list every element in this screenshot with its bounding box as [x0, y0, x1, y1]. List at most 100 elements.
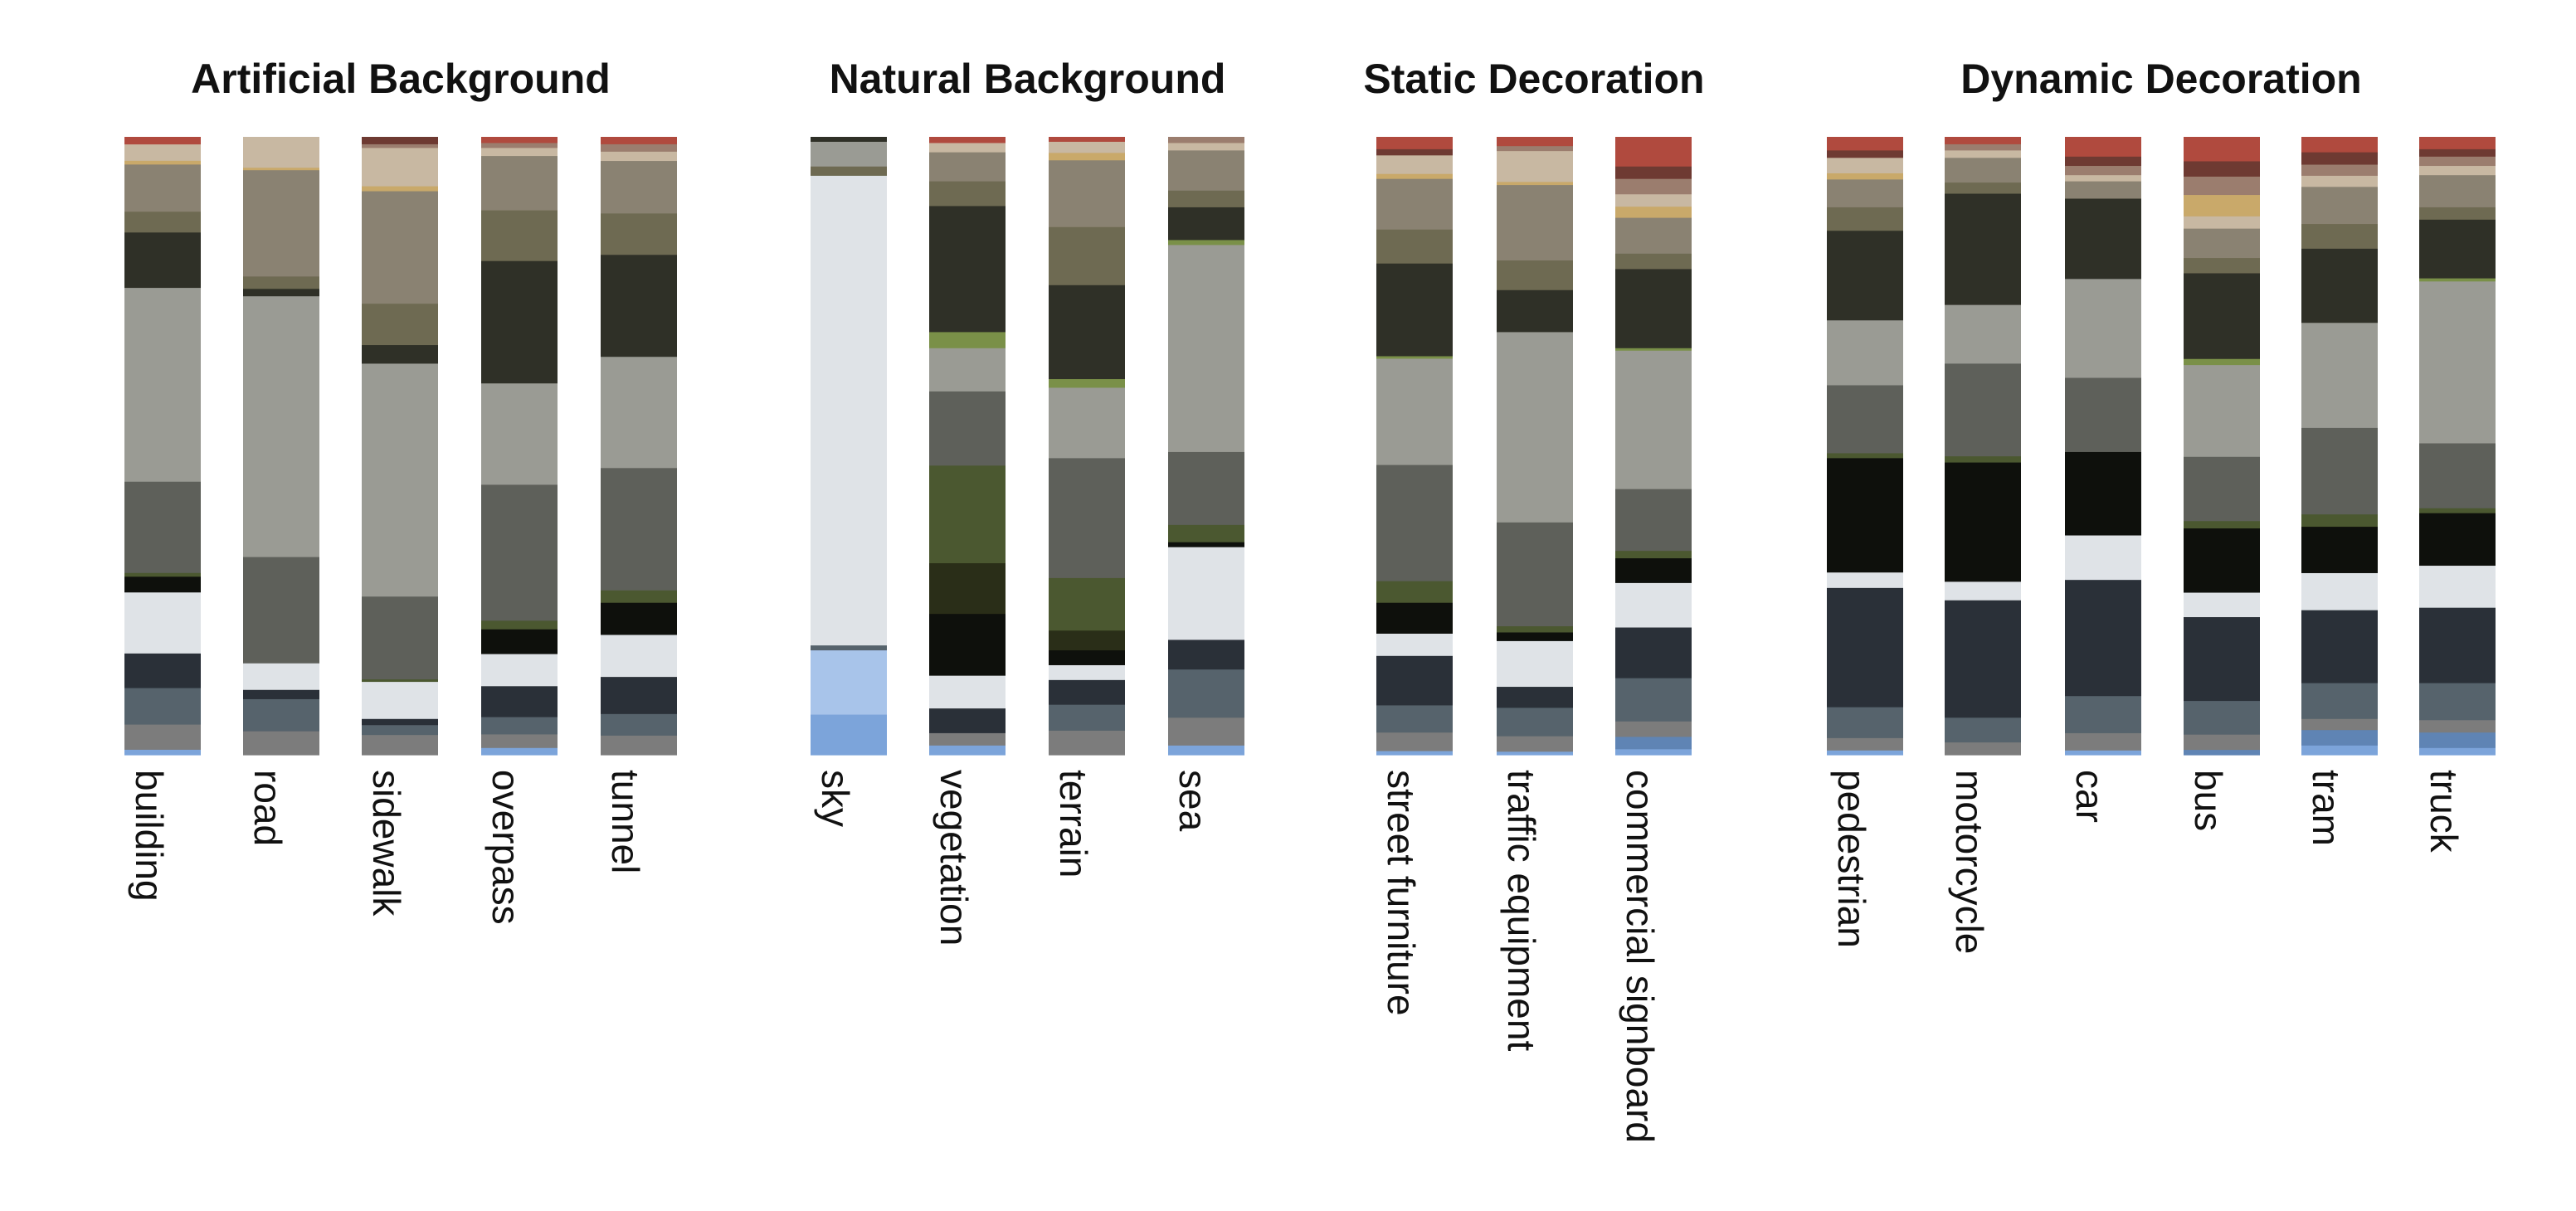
bar-segment	[243, 276, 319, 289]
bar-segment	[1376, 358, 1453, 466]
bar-segment	[811, 166, 887, 177]
bar-label: building	[128, 770, 171, 902]
bar-segment	[1376, 633, 1453, 657]
bar-segment	[1168, 143, 1244, 151]
bar-segment	[2065, 198, 2141, 280]
bar-segment	[1497, 137, 1573, 147]
bar-segment	[601, 151, 677, 162]
bar-segment	[2184, 195, 2260, 217]
bar-label: vegetation	[933, 770, 976, 946]
bar-segment	[1049, 630, 1125, 651]
bar-segment	[2301, 323, 2378, 429]
bar-segment	[243, 689, 319, 700]
bar-segment	[1376, 178, 1453, 231]
bar-segment	[362, 735, 438, 756]
bar-segment	[1049, 153, 1125, 161]
bar-segment	[929, 137, 1006, 144]
bar-segment	[124, 481, 201, 574]
bar-segment	[1376, 155, 1453, 175]
bar-motorcycle: motorcycle	[1945, 137, 2021, 954]
bar-segment	[2065, 181, 2141, 200]
bar-segment	[2184, 258, 2260, 275]
bar-segment	[1945, 717, 2021, 743]
bar-segment	[1376, 229, 1453, 265]
bar-segment	[1615, 551, 1692, 559]
bar-segment	[1168, 524, 1244, 543]
bar-segment	[1497, 146, 1573, 152]
bar-segment	[362, 137, 438, 145]
bar-segment	[1827, 320, 1903, 387]
bar-segment	[811, 175, 887, 646]
group-title: Dynamic Decoration	[1960, 56, 2361, 102]
bar-segment	[2419, 513, 2496, 567]
bar-segment	[1049, 679, 1125, 706]
bar-segment	[929, 152, 1006, 182]
bar-segment	[124, 749, 201, 756]
bar-segment	[2419, 566, 2496, 609]
bar-segment	[1049, 730, 1125, 756]
bar-segment	[1049, 664, 1125, 681]
bar-segment	[929, 675, 1006, 709]
bar-segment	[124, 592, 201, 654]
bar-segment	[2184, 161, 2260, 178]
bar-segment	[1945, 742, 2021, 756]
bar-label: tunnel	[604, 770, 647, 873]
bar-segment	[2184, 365, 2260, 458]
bar-terrain: terrain	[1049, 137, 1125, 878]
bar-segment	[1376, 148, 1453, 156]
bar-segment	[2184, 750, 2260, 756]
bar-segment	[124, 137, 201, 145]
bar-segment	[929, 732, 1006, 747]
bar-segment	[243, 663, 319, 691]
bar-segment	[481, 686, 558, 718]
bar-segment	[2065, 166, 2141, 176]
bar-segment	[362, 679, 438, 683]
bar-segment	[1376, 356, 1453, 360]
bar-segment	[1376, 263, 1453, 357]
bar-segment	[362, 143, 438, 149]
bar-segment	[1497, 151, 1573, 182]
bar-segment	[1615, 269, 1692, 349]
bar-segment	[1049, 379, 1125, 389]
bar-segment	[1827, 453, 1903, 459]
bar-segment	[1615, 166, 1692, 180]
bar-segment	[1945, 456, 2021, 464]
bar-segment	[1168, 137, 1244, 144]
bar-segment	[811, 141, 887, 168]
bar-label: motorcycle	[1948, 770, 1991, 954]
bar-segment	[1497, 687, 1573, 708]
bar-segment	[2184, 456, 2260, 522]
bar-segment	[1615, 737, 1692, 750]
bar-segment	[1049, 458, 1125, 579]
bar-label: street furniture	[1380, 770, 1423, 1016]
bar-segment	[481, 620, 558, 630]
bar-segment	[2301, 527, 2378, 574]
bar-segment	[1827, 158, 1903, 174]
bar-segment	[2184, 137, 2260, 163]
bar-segment	[929, 391, 1006, 466]
bar-segment	[811, 714, 887, 756]
bar-segment	[601, 161, 677, 214]
bar-segment	[1376, 173, 1453, 180]
bar-segment	[2419, 148, 2496, 158]
bar-segment	[2301, 187, 2378, 225]
bar-segment	[481, 629, 558, 655]
bar-label: traffic equipment	[1500, 770, 1543, 1051]
bar-segment	[929, 465, 1006, 564]
bar-segment	[1168, 207, 1244, 241]
bar-segment	[2184, 521, 2260, 529]
bar-segment	[2065, 175, 2141, 182]
bar-segment	[2184, 592, 2260, 618]
bar-segment	[2184, 216, 2260, 230]
bar-segment	[929, 332, 1006, 349]
bar-segment	[1615, 194, 1692, 207]
bar-segment	[2301, 175, 2378, 187]
bar-segment	[1497, 626, 1573, 634]
bar-segment	[2184, 228, 2260, 259]
bar-segment	[1945, 600, 2021, 718]
bar-segment	[1049, 160, 1125, 228]
bar-segment	[2419, 607, 2496, 684]
bar-segment	[1945, 137, 2021, 145]
bar-segment	[2065, 750, 2141, 756]
bar-segment	[2301, 514, 2378, 528]
